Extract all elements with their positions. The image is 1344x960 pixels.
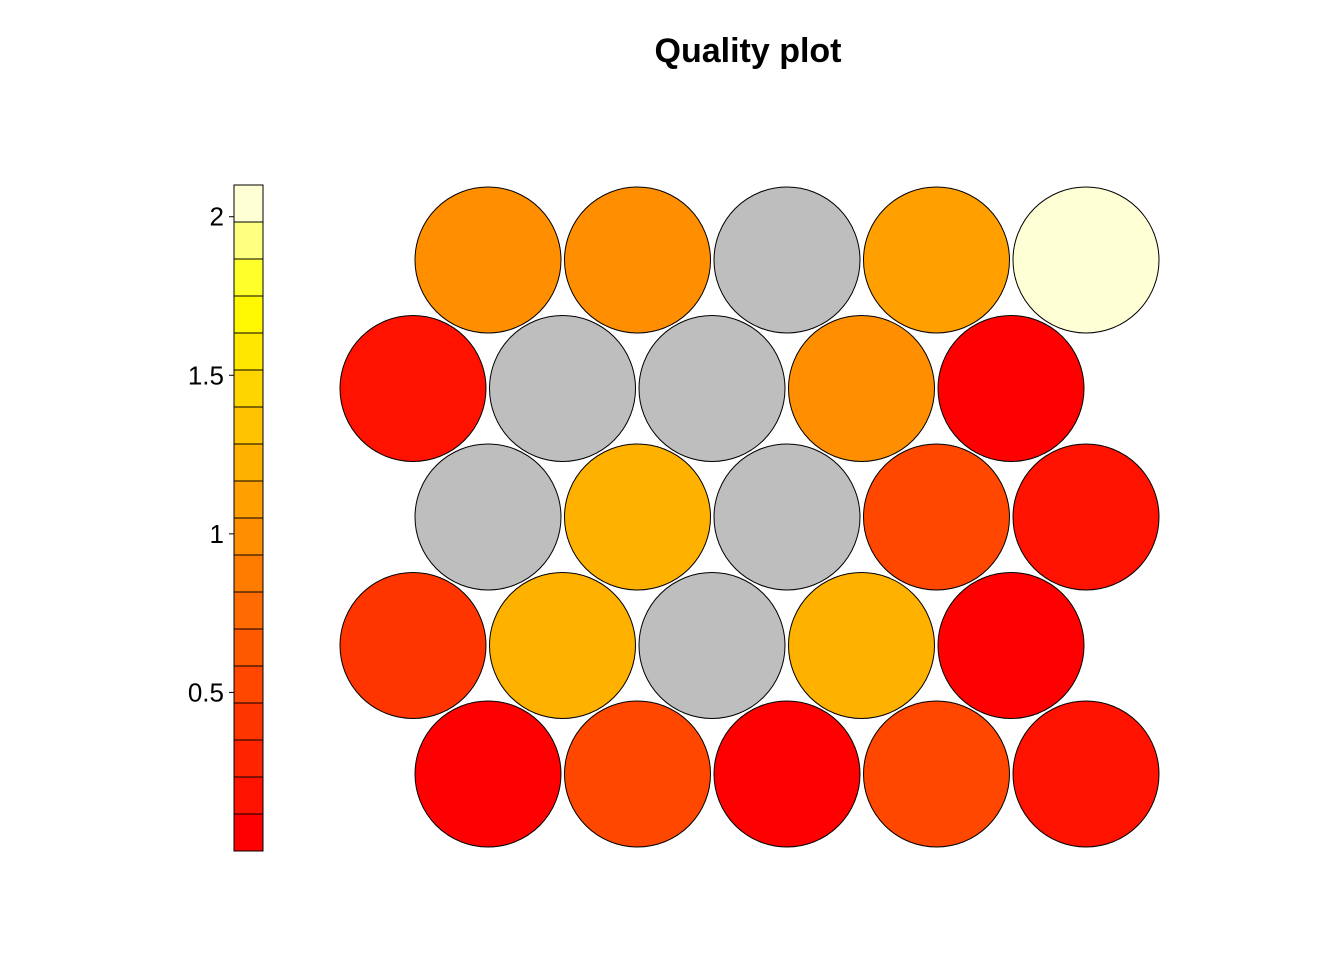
som-cell [638,315,786,462]
colorbar-segment [233,739,264,778]
som-cell [713,186,861,334]
colorbar [233,184,264,852]
som-cell [339,315,487,462]
som-cell [489,315,636,462]
colorbar-segment [233,480,264,519]
colorbar-segment [233,554,264,593]
colorbar-segment [233,591,264,630]
colorbar-tick-label: 2 [210,202,224,232]
som-cell [713,700,861,848]
colorbar-tick-label: 1 [210,519,224,549]
som-cell [638,572,786,719]
som-cell [564,700,711,848]
som-cell [863,443,1010,591]
colorbar-segment [233,628,264,667]
colorbar-segment [233,406,264,445]
colorbar-segment [233,295,264,334]
colorbar-segment [233,258,264,297]
chart-title: Quality plot [655,32,842,70]
som-cell [339,572,487,719]
colorbar-ticks: 2 1.5 1 0.5 [188,202,234,707]
som-cell [414,700,562,848]
som-cell [863,700,1010,848]
som-cell [489,572,636,719]
som-cell [713,443,861,591]
som-cell [564,186,711,334]
som-cell [414,186,562,334]
som-cell [1012,186,1160,334]
som-cell [1012,443,1160,591]
som-cell [788,315,935,462]
colorbar-segment [233,665,264,704]
colorbar-segment [233,221,264,260]
colorbar-segment [233,332,264,371]
colorbar-segment [233,776,264,815]
som-cell [937,572,1085,719]
som-cell [863,186,1010,334]
colorbar-segment [233,184,264,223]
colorbar-tick-label: 0.5 [188,677,224,707]
colorbar-segment [233,517,264,556]
som-cell [937,315,1085,462]
som-cells [339,186,1160,848]
colorbar-segment [233,443,264,482]
colorbar-segment [233,369,264,408]
som-cell [564,443,711,591]
colorbar-segment [233,813,264,852]
colorbar-segment [233,702,264,741]
colorbar-tick-label: 1.5 [188,360,224,390]
som-cell [1012,700,1160,848]
som-cell [414,443,562,591]
som-cell [788,572,935,719]
